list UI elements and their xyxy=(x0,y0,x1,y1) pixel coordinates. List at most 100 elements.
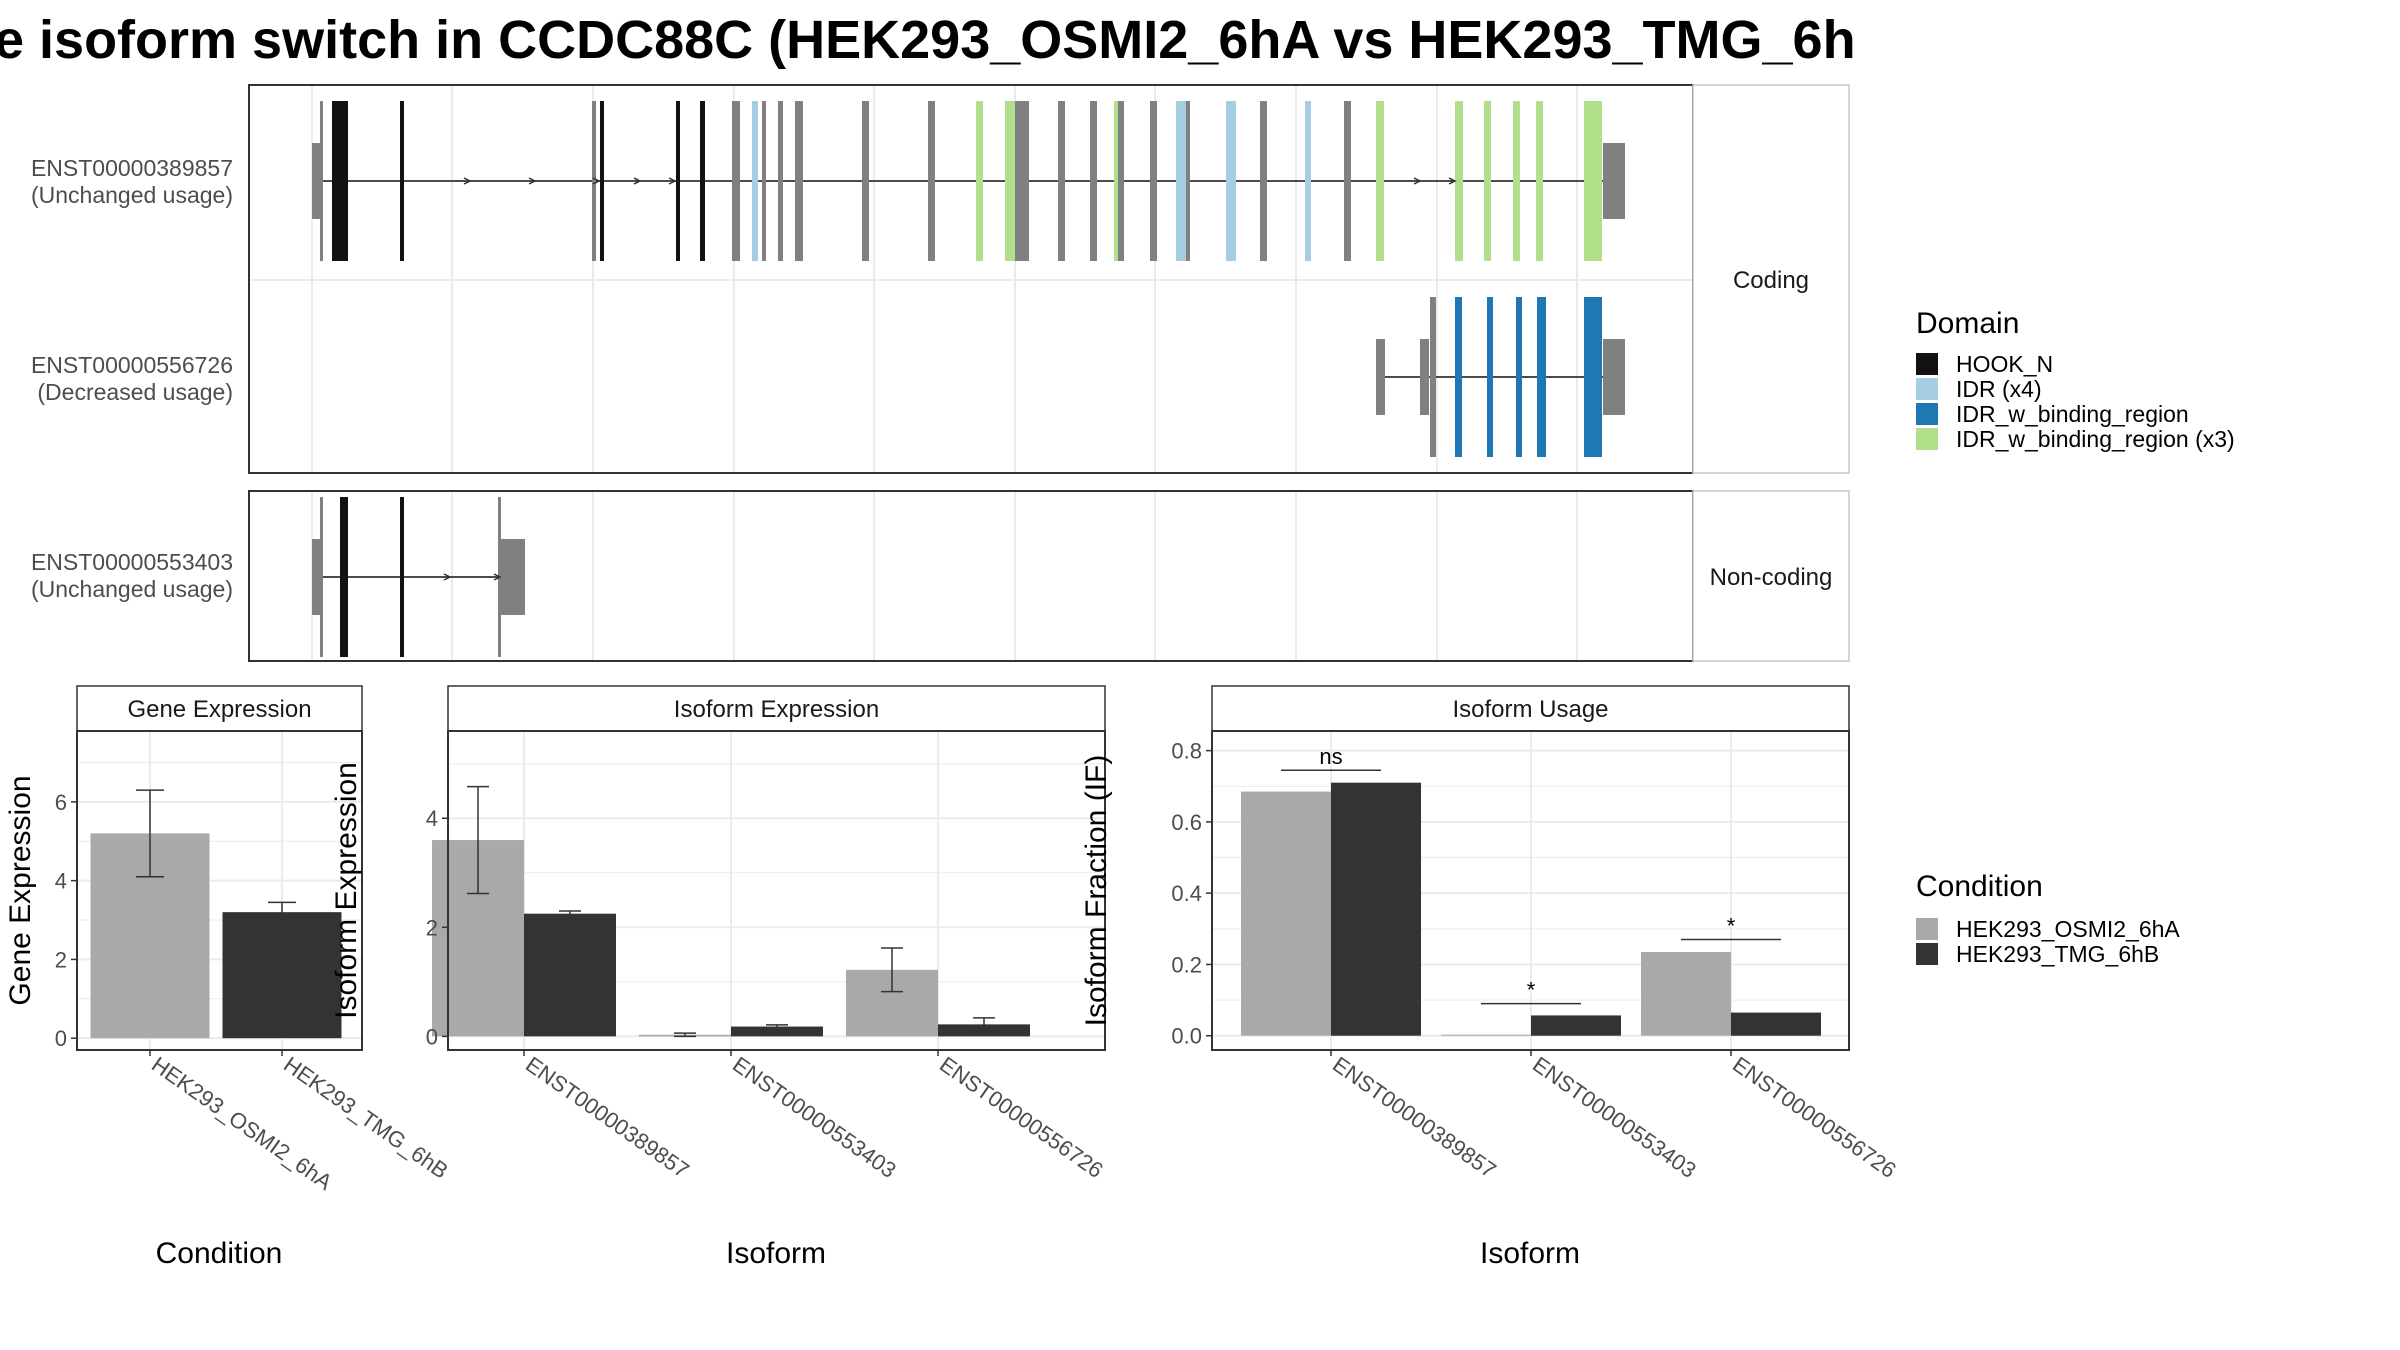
coding-strip xyxy=(1692,84,1850,474)
coding-exon xyxy=(1537,297,1546,457)
isoform-usage-panel: Isoform Usage ns * * 0.0 0.2 0.4 0.6 0.8 ENST0000… xyxy=(1080,685,1901,1270)
gene-expression-panel: Gene Expression0246HEK293_OSMI2_6hAHEK29… xyxy=(4,685,453,1270)
x-tick-label: ENST00000556726 xyxy=(935,1052,1108,1183)
coding-exon xyxy=(862,101,869,261)
utr-exon xyxy=(312,539,321,615)
strand-arrow xyxy=(528,177,537,185)
coding-exon xyxy=(676,101,680,261)
y-tick-label: 4 xyxy=(55,869,67,894)
legend-label: HEK293_OSMI2_6hA xyxy=(1956,916,2180,942)
y-tick-label: 0.8 xyxy=(1171,739,1202,764)
coding-exon xyxy=(1150,101,1157,261)
coding-structure-panel xyxy=(248,84,1694,474)
legend-key-idr-binding-x3 xyxy=(1916,428,1938,450)
y-axis-title: Isoform Expression xyxy=(330,762,363,1019)
bar xyxy=(524,913,616,1037)
coding-exon xyxy=(1344,101,1351,261)
coding-exon xyxy=(1516,297,1522,457)
panel-strip xyxy=(447,685,1106,732)
coding-exon xyxy=(1487,297,1493,457)
coding-exon xyxy=(1430,297,1433,457)
x-axis-title: Isoform xyxy=(1480,1237,1580,1270)
legend-label: HEK293_TMG_6hB xyxy=(1956,941,2159,967)
coding-exon xyxy=(1584,297,1602,457)
figure-title: e isoform switch in CCDC88C (HEK293_OSMI… xyxy=(0,10,1856,70)
y-tick-label: 0 xyxy=(426,1024,438,1049)
coding-exon xyxy=(795,101,803,261)
y-tick-label: 0.6 xyxy=(1171,810,1202,835)
strand-arrow xyxy=(1413,177,1422,185)
x-axis-title: Isoform xyxy=(726,1237,826,1270)
legend-label: IDR_w_binding_region xyxy=(1956,401,2189,427)
strand-arrow xyxy=(1448,177,1457,185)
bar xyxy=(222,912,342,1039)
x-tick-label: ENST00000389857 xyxy=(1328,1052,1501,1183)
legend-label: HOOK_N xyxy=(1956,351,2053,377)
bar xyxy=(1731,1012,1821,1036)
bar xyxy=(731,1026,823,1037)
legend-label: IDR_w_binding_region (x3) xyxy=(1956,426,2235,452)
strand-arrow xyxy=(668,177,677,185)
coding-exon xyxy=(1118,101,1124,261)
y-tick-label: 4 xyxy=(426,806,438,831)
isoform-label-usage: (Unchanged usage) xyxy=(31,182,233,208)
x-axis-title: Condition xyxy=(156,1237,283,1270)
panel-border xyxy=(447,730,1106,1051)
significance-label: ns xyxy=(1319,744,1342,769)
coding-exon xyxy=(1433,297,1436,457)
coding-exon xyxy=(1186,101,1190,261)
coding-exon xyxy=(1260,101,1267,261)
strand-arrow xyxy=(592,177,601,185)
y-axis-title: Isoform Fraction (IF) xyxy=(1080,755,1113,1027)
coding-exon xyxy=(1584,101,1602,261)
coding-exon xyxy=(340,101,348,261)
noncoding-strip-label: Non-coding xyxy=(1710,564,1833,591)
coding-exon xyxy=(320,101,323,261)
panel-title: Gene Expression xyxy=(127,696,311,723)
bar xyxy=(1241,791,1331,1036)
utr-exon xyxy=(1420,339,1429,415)
isoform-label-usage: (Unchanged usage) xyxy=(31,576,233,602)
isoform-label-id: ENST00000556726 xyxy=(31,352,233,378)
panel-strip xyxy=(76,685,363,732)
condition-legend-title: Condition xyxy=(1916,870,2043,903)
coding-exon xyxy=(976,101,983,261)
strand-arrow xyxy=(493,573,502,581)
coding-exon xyxy=(600,101,604,261)
coding-strip-label: Coding xyxy=(1733,267,1809,294)
panel-title: Isoform Expression xyxy=(674,696,879,723)
significance-label: * xyxy=(1527,978,1536,1003)
coding-exon xyxy=(732,101,740,261)
legend-key-idr-binding xyxy=(1916,403,1938,425)
coding-exon xyxy=(1376,101,1384,261)
y-tick-label: 0.0 xyxy=(1171,1024,1202,1049)
condition-legend: Condition HEK293_OSMI2_6hA HEK293_TMG_6h… xyxy=(1916,870,2180,967)
panel-border xyxy=(76,730,363,1051)
coding-exon xyxy=(1305,101,1311,261)
coding-exon xyxy=(1484,101,1491,261)
strand-arrow xyxy=(633,177,642,185)
isoform-label-usage: (Decreased usage) xyxy=(37,379,233,405)
coding-exon xyxy=(700,101,705,261)
coding-exon xyxy=(400,101,404,261)
noncoding-structure-panel xyxy=(248,490,1694,662)
y-tick-label: 0.2 xyxy=(1171,952,1202,977)
bar xyxy=(1331,782,1421,1036)
y-tick-label: 0.4 xyxy=(1171,881,1202,906)
noncoding-strip xyxy=(1692,490,1850,662)
coding-exon xyxy=(1176,101,1186,261)
y-tick-label: 6 xyxy=(55,790,67,815)
strand-arrow xyxy=(463,177,472,185)
legend-key-condition-b xyxy=(1916,943,1938,965)
bar xyxy=(1641,951,1731,1036)
coding-exon xyxy=(332,101,340,261)
domain-legend-title: Domain xyxy=(1916,307,2019,340)
x-tick-label: ENST00000556726 xyxy=(1728,1052,1901,1183)
y-tick-label: 2 xyxy=(55,947,67,972)
legend-key-idr xyxy=(1916,378,1938,400)
utr-exon xyxy=(312,143,321,219)
x-tick-label: ENST00000553403 xyxy=(728,1052,901,1183)
domain-legend: Domain HOOK_N IDR (x4) IDR_w_binding_reg… xyxy=(1916,307,2235,452)
coding-exon xyxy=(592,101,596,261)
